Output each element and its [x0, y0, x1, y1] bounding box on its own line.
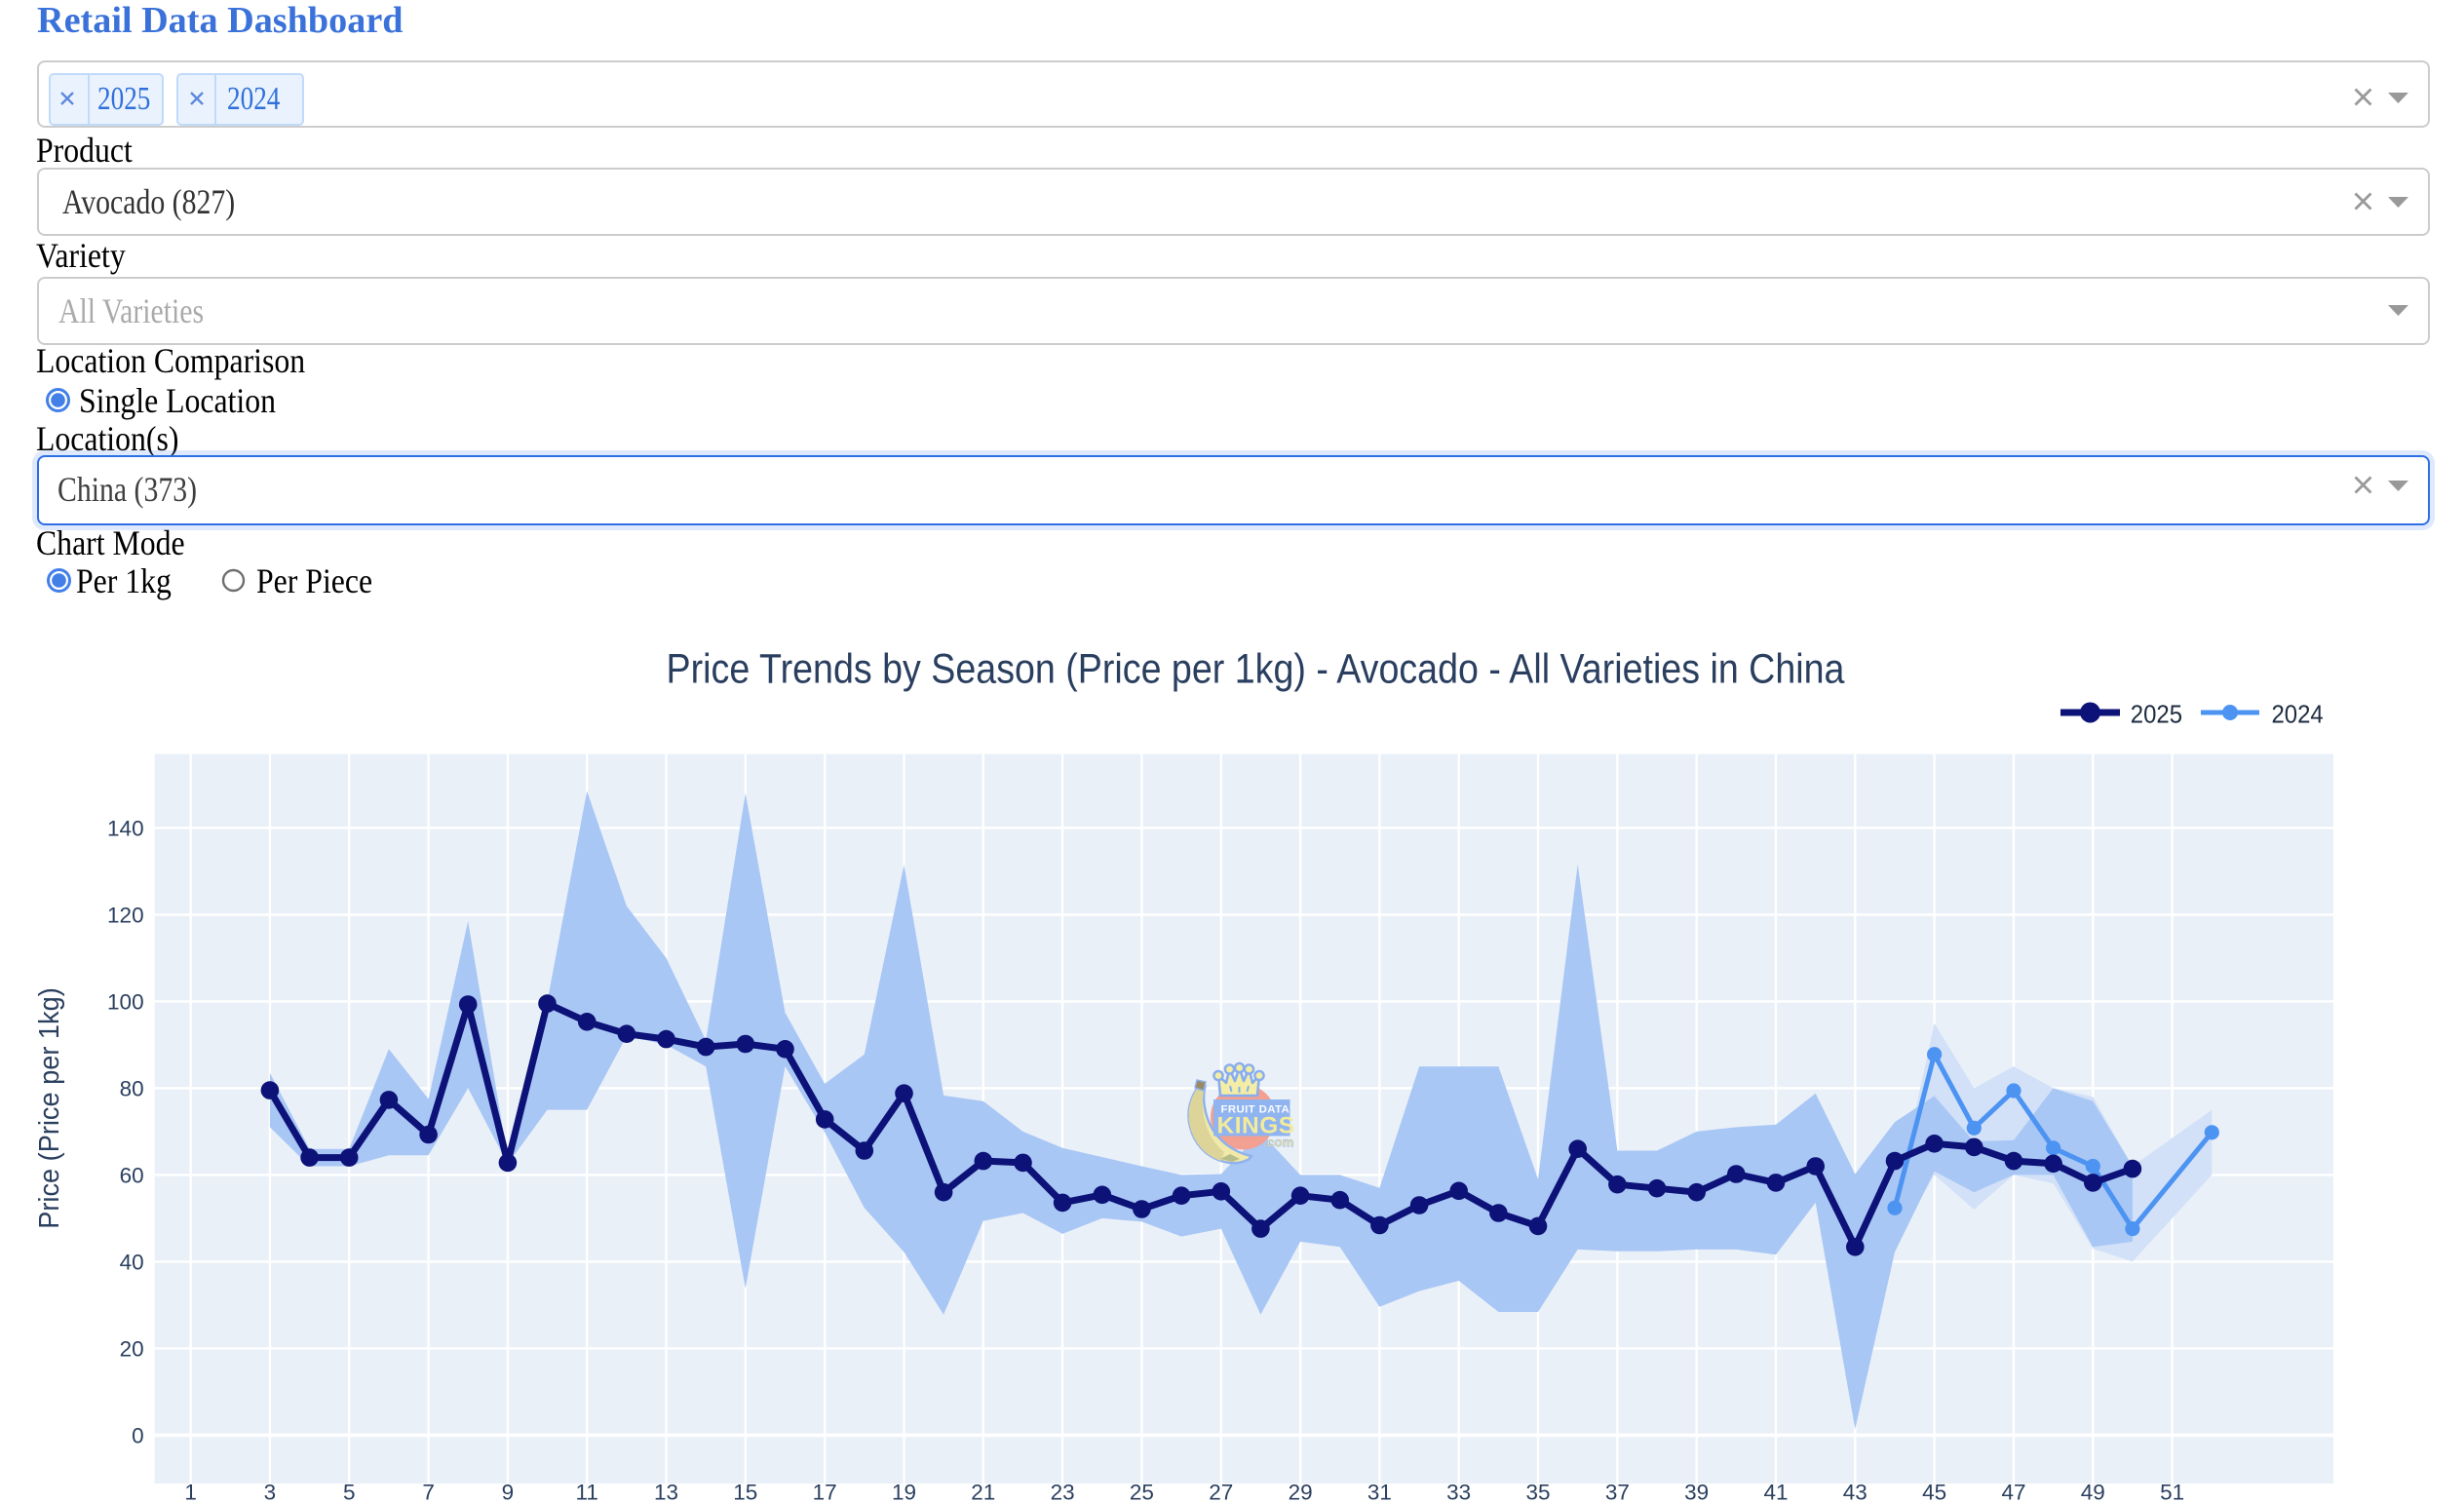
svg-text:11: 11	[576, 1481, 598, 1503]
svg-text:15: 15	[733, 1481, 757, 1503]
svg-text:27: 27	[1209, 1481, 1233, 1503]
svg-text:80: 80	[120, 1076, 144, 1100]
svg-text:3: 3	[264, 1481, 277, 1503]
svg-text:19: 19	[892, 1481, 916, 1503]
svg-text:9: 9	[502, 1481, 515, 1503]
svg-text:45: 45	[1922, 1481, 1946, 1503]
svg-text:0: 0	[132, 1423, 144, 1447]
svg-text:29: 29	[1289, 1481, 1313, 1503]
svg-text:17: 17	[813, 1481, 837, 1503]
svg-text:Price (Price per 1kg): Price (Price per 1kg)	[33, 987, 64, 1228]
svg-text:43: 43	[1843, 1481, 1867, 1503]
svg-text:7: 7	[422, 1481, 435, 1503]
svg-text:FRUIT DATA: FRUIT DATA	[1221, 1104, 1290, 1116]
svg-text:49: 49	[2081, 1481, 2105, 1503]
svg-text:2025: 2025	[2131, 701, 2182, 729]
svg-text:51: 51	[2160, 1481, 2184, 1503]
svg-text:21: 21	[971, 1481, 995, 1503]
svg-text:35: 35	[1525, 1481, 1550, 1503]
svg-text:2024: 2024	[2272, 701, 2324, 729]
svg-text:5: 5	[343, 1481, 356, 1503]
svg-text:41: 41	[1763, 1481, 1788, 1503]
svg-text:23: 23	[1051, 1481, 1075, 1503]
svg-text:40: 40	[120, 1250, 144, 1274]
svg-text:KINGS: KINGS	[1217, 1113, 1295, 1139]
svg-text:1: 1	[184, 1481, 197, 1503]
svg-text:37: 37	[1605, 1481, 1630, 1503]
svg-text:47: 47	[2001, 1481, 2025, 1503]
svg-text:25: 25	[1130, 1481, 1154, 1503]
svg-text:60: 60	[120, 1163, 144, 1187]
svg-text:120: 120	[107, 903, 144, 927]
svg-text:100: 100	[107, 989, 144, 1014]
svg-text:.com: .com	[1263, 1136, 1294, 1150]
svg-text:39: 39	[1684, 1481, 1709, 1503]
svg-text:140: 140	[107, 816, 144, 840]
svg-text:33: 33	[1446, 1481, 1471, 1503]
svg-text:13: 13	[654, 1481, 678, 1503]
svg-text:31: 31	[1367, 1481, 1392, 1503]
svg-text:Price Trends by Season (Price: Price Trends by Season (Price per 1kg) -…	[667, 645, 1846, 692]
svg-text:20: 20	[120, 1336, 144, 1361]
